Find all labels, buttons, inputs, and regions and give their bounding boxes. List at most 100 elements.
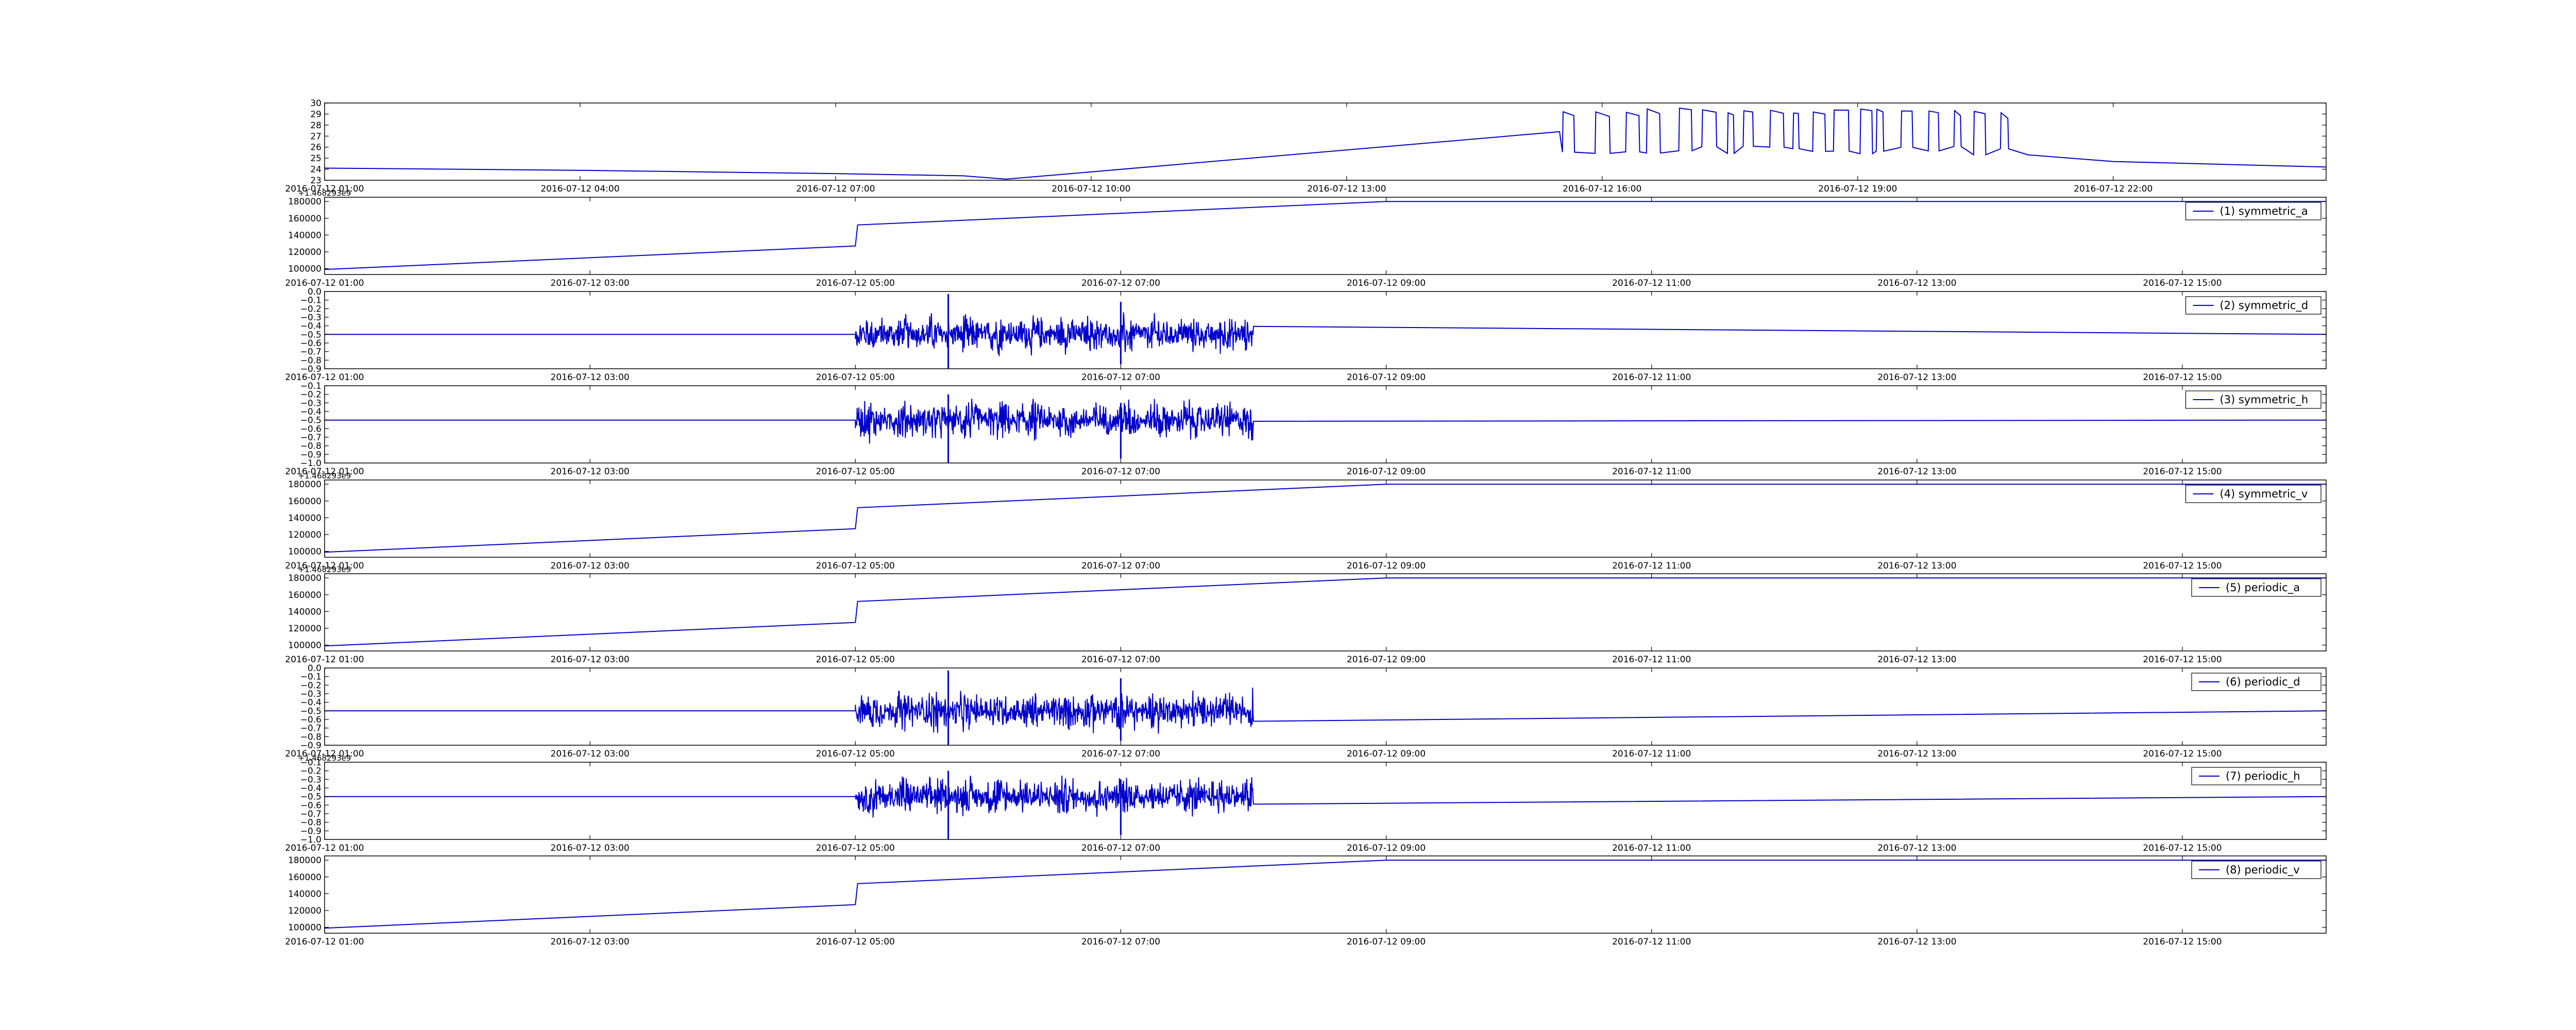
xtick-label: 2016-07-12 11:00 bbox=[1612, 467, 1691, 477]
xtick-label: 2016-07-12 09:00 bbox=[1347, 749, 1426, 759]
ytick-label: −0.2 bbox=[300, 390, 321, 400]
xtick-label: 2016-07-12 01:00 bbox=[285, 843, 364, 853]
xtick-label: 2016-07-12 01:00 bbox=[285, 749, 364, 759]
xtick-label: 2016-07-12 09:00 bbox=[1347, 561, 1426, 571]
legend-label: (3) symmetric_h bbox=[2220, 393, 2309, 406]
xtick-label: 2016-07-12 07:00 bbox=[1081, 749, 1160, 759]
xtick-label: 2016-07-12 01:00 bbox=[285, 372, 364, 383]
legend-symmetric_h: (3) symmetric_h bbox=[2185, 390, 2321, 409]
xtick-label: 2016-07-12 07:00 bbox=[1081, 278, 1160, 288]
offset-text: +1.468293e9 bbox=[298, 471, 351, 480]
xtick-label: 2016-07-12 09:00 bbox=[1347, 278, 1426, 288]
xtick-label: 2016-07-12 04:00 bbox=[540, 184, 619, 194]
ytick-label: 140000 bbox=[288, 607, 321, 617]
ytick-label: −0.8 bbox=[300, 355, 321, 366]
legend-label: (5) periodic_a bbox=[2226, 581, 2300, 594]
axes-frame bbox=[324, 667, 2327, 746]
xtick-label: 2016-07-12 03:00 bbox=[551, 937, 630, 947]
ytick-label: 180000 bbox=[288, 573, 321, 583]
series-line-symmetric_d bbox=[325, 312, 2327, 356]
ytick-label: −0.5 bbox=[300, 792, 321, 802]
ytick-label: −0.4 bbox=[300, 321, 321, 332]
legend-symmetric_d: (2) symmetric_d bbox=[2185, 296, 2321, 315]
xtick-label: 2016-07-12 01:00 bbox=[285, 655, 364, 665]
xtick-label: 2016-07-12 11:00 bbox=[1612, 749, 1691, 759]
ytick-label: 120000 bbox=[288, 624, 321, 634]
xtick-label: 2016-07-12 13:00 bbox=[1877, 372, 1956, 383]
legend-label: (6) periodic_d bbox=[2226, 676, 2300, 689]
ytick-label: 120000 bbox=[288, 530, 321, 540]
series-line-symmetric_a bbox=[324, 201, 2326, 270]
xtick-label: 2016-07-12 15:00 bbox=[2143, 278, 2222, 288]
xtick-label: 2016-07-12 13:00 bbox=[1877, 937, 1956, 947]
ytick-label: 160000 bbox=[288, 496, 321, 507]
series-line-temp bbox=[324, 107, 2327, 180]
offset-text: +1.468293e9 bbox=[298, 188, 351, 198]
series-line-periodic_a bbox=[324, 577, 2326, 647]
ytick-label: −0.5 bbox=[300, 416, 321, 426]
ytick-label: −0.7 bbox=[300, 809, 321, 819]
xtick-label: 2016-07-12 01:00 bbox=[285, 937, 364, 947]
xtick-label: 2016-07-12 05:00 bbox=[816, 372, 895, 383]
xtick-label: 2016-07-12 09:00 bbox=[1347, 655, 1426, 665]
ytick-label: 26 bbox=[310, 143, 321, 153]
ytick-label: −0.1 bbox=[300, 381, 321, 391]
series-line-symmetric_h bbox=[325, 399, 2327, 444]
xtick-label: 2016-07-12 01:00 bbox=[285, 467, 364, 477]
ytick-label: −0.8 bbox=[300, 441, 321, 452]
ytick-label: −0.1 bbox=[300, 672, 321, 682]
subplot-periodic_d: −0.9−0.8−0.7−0.6−0.5−0.4−0.3−0.2−0.10.0 2… bbox=[285, 663, 2327, 759]
ytick-label: 100000 bbox=[288, 547, 321, 557]
ytick-label: 180000 bbox=[288, 855, 321, 866]
ytick-label: −0.3 bbox=[300, 398, 321, 408]
ytick-label: 0.0 bbox=[308, 663, 321, 674]
ytick-label: −0.6 bbox=[300, 424, 321, 434]
series-line-symmetric_v bbox=[324, 484, 2326, 553]
ytick-label: 100000 bbox=[288, 264, 321, 274]
xtick-label: 2016-07-12 13:00 bbox=[1307, 184, 1386, 194]
xtick-label: 2016-07-12 01:00 bbox=[285, 561, 364, 571]
subplot-periodic_h: −1.0−0.9−0.8−0.7−0.6−0.5−0.4−0.3−0.2−0.1… bbox=[285, 753, 2327, 853]
subplot-periodic_a: 100000 120000 140000 160000 180000 2016-07-12… bbox=[285, 565, 2327, 665]
ytick-label: −0.6 bbox=[300, 800, 321, 811]
series-line-periodic_v bbox=[324, 860, 2326, 929]
ytick-label: −0.3 bbox=[300, 689, 321, 699]
ytick-label: 160000 bbox=[288, 590, 321, 600]
ytick-label: 29 bbox=[310, 109, 321, 119]
subplot-symmetric_v: 100000 120000 140000 160000 180000 2016-07-12… bbox=[285, 471, 2327, 571]
xtick-label: 2016-07-12 13:00 bbox=[1877, 467, 1956, 477]
xtick-label: 2016-07-12 15:00 bbox=[2143, 655, 2222, 665]
ytick-label: −1.0 bbox=[300, 458, 321, 469]
ytick-label: −0.1 bbox=[300, 758, 321, 768]
xtick-label: 2016-07-12 05:00 bbox=[816, 467, 895, 477]
ytick-label: 160000 bbox=[288, 872, 321, 883]
offset-text: +1.468293e9 bbox=[298, 565, 351, 574]
ytick-label: 30 bbox=[310, 98, 321, 109]
xtick-label: 2016-07-12 15:00 bbox=[2143, 749, 2222, 759]
ytick-label: −0.5 bbox=[300, 706, 321, 716]
ytick-label: −0.9 bbox=[300, 364, 321, 374]
ytick-label: 0.0 bbox=[308, 287, 321, 297]
legend-symmetric_a: (1) symmetric_a bbox=[2185, 202, 2321, 220]
legend-periodic_v: (8) periodic_v bbox=[2191, 861, 2321, 879]
xtick-label: 2016-07-12 09:00 bbox=[1347, 372, 1426, 383]
ytick-label: 140000 bbox=[288, 230, 321, 241]
legend-label: (8) periodic_v bbox=[2226, 864, 2300, 877]
ytick-label: −0.6 bbox=[300, 715, 321, 725]
xtick-label: 2016-07-12 05:00 bbox=[816, 843, 895, 853]
ytick-label: −0.7 bbox=[300, 433, 321, 443]
ytick-label: −0.3 bbox=[300, 775, 321, 785]
xtick-label: 2016-07-12 13:00 bbox=[1877, 749, 1956, 759]
xtick-label: 2016-07-12 05:00 bbox=[816, 278, 895, 288]
ytick-label: 100000 bbox=[288, 923, 321, 933]
xtick-label: 2016-07-12 15:00 bbox=[2143, 937, 2222, 947]
xtick-label: 2016-07-12 03:00 bbox=[551, 749, 630, 759]
ytick-label: −0.1 bbox=[300, 296, 321, 306]
ytick-label: 28 bbox=[310, 121, 321, 131]
legend-periodic_a: (5) periodic_a bbox=[2191, 578, 2321, 597]
xtick-label: 2016-07-12 03:00 bbox=[551, 655, 630, 665]
ytick-label: −0.9 bbox=[300, 741, 321, 751]
xtick-label: 2016-07-12 09:00 bbox=[1347, 467, 1426, 477]
ytick-label: −0.4 bbox=[300, 698, 321, 708]
